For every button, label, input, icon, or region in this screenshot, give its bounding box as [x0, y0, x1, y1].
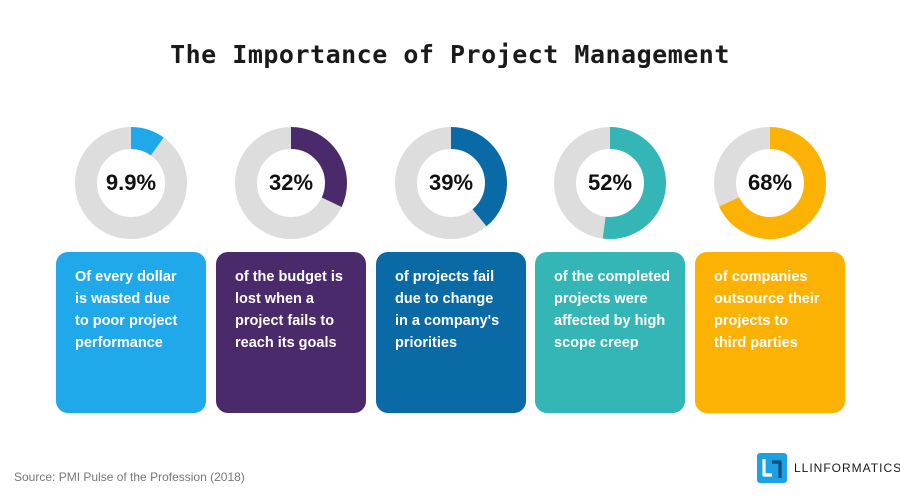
stat-description-line: projects were: [554, 291, 648, 307]
donut-svg: [395, 127, 507, 239]
stat-description-line: to poor project: [75, 313, 178, 329]
donut-chart: 68%: [714, 127, 826, 239]
donut-value-label: 39%: [428, 170, 474, 195]
stat-description-line: lost when a: [235, 291, 314, 307]
donut-svg: [75, 127, 187, 239]
donut-chart: 32%: [235, 127, 347, 239]
stat-description-line: outsource their: [714, 291, 820, 307]
source-note: Source: PMI Pulse of the Profession (201…: [14, 470, 245, 484]
stat-description-line: of the budget is: [235, 269, 343, 285]
stat-description-line: performance: [75, 335, 163, 351]
stat-column: 32% of the budget is lost when a project fa…: [216, 127, 366, 413]
donut-svg: [714, 127, 826, 239]
stat-card: of the budget is lost when a project fails…: [216, 252, 366, 413]
stat-description-line: reach its goals: [235, 335, 337, 351]
stat-card: Of every dollar is wasted due to poor proj…: [56, 252, 206, 413]
stat-column: 9.9% Of every dollar is wasted due to poor …: [56, 127, 206, 413]
logo-background: [757, 453, 787, 483]
stat-description-line: scope creep: [554, 335, 639, 351]
stat-description-line: Of every dollar: [75, 269, 177, 285]
stat-card: of the completed projects were affected by…: [535, 252, 685, 413]
donut-value-label: 68%: [747, 170, 793, 195]
stat-column: 68% of companies outsource their projects t…: [695, 127, 845, 413]
donut-segment: [714, 127, 826, 239]
stat-description-line: of companies: [714, 269, 808, 285]
logo-right-l: [772, 460, 782, 478]
page-title: The Importance of Project Management: [170, 40, 730, 69]
stat-description-line: of the completed: [554, 269, 671, 285]
stat-description-line: project fails to: [235, 313, 335, 329]
brand-name: LLINFORMATICS: [794, 461, 900, 475]
stat-description-line: affected by high: [554, 313, 666, 329]
donut-svg: [235, 127, 347, 239]
donut-segment: [554, 127, 666, 239]
stat-description-line: projects to: [714, 313, 789, 329]
stat-description-line: in a company's: [395, 313, 500, 329]
donut-segment: [75, 127, 187, 239]
donut-chart: 9.9%: [75, 127, 187, 239]
stat-description-line: due to change: [395, 291, 494, 307]
stat-column: 39% of projects fail due to change in a com…: [376, 127, 526, 413]
stat-description-line: third parties: [714, 335, 798, 351]
donut-chart: 39%: [395, 127, 507, 239]
stat-card: of projects fail due to change in a compan…: [376, 252, 526, 413]
donut-segment: [235, 127, 347, 239]
brand: LLINFORMATICS: [757, 452, 900, 484]
stat-description-line: is wasted due: [75, 291, 171, 307]
donut-value-label: 52%: [587, 170, 633, 195]
logo-left-l: [762, 459, 772, 477]
donut-value-label: 9.9%: [105, 170, 157, 195]
stat-column: 52% of the completed projects were affected…: [535, 127, 685, 413]
stat-description-line: priorities: [395, 335, 458, 351]
donut-svg: [554, 127, 666, 239]
llinformatics-logo-icon: [757, 453, 787, 483]
donut-segment: [395, 127, 507, 239]
stat-description-line: of projects fail: [395, 269, 495, 285]
donut-value-label: 32%: [268, 170, 314, 195]
donut-chart: 52%: [554, 127, 666, 239]
stat-card: of companies outsource their projects to th…: [695, 252, 845, 413]
